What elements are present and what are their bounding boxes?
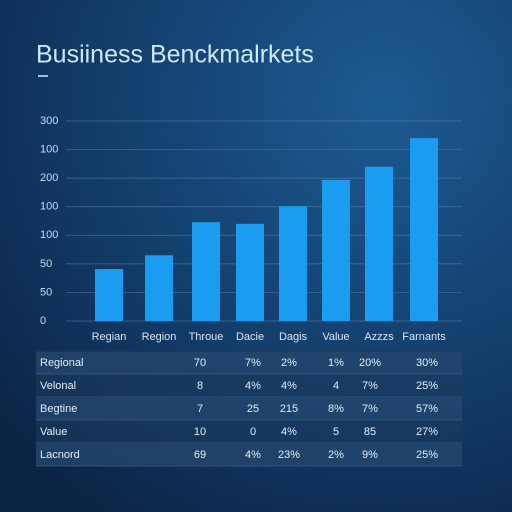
x-tick-label: Region	[142, 331, 177, 343]
bar	[95, 269, 123, 321]
table-row-bg	[36, 444, 462, 466]
y-tick-label: 50	[40, 258, 52, 270]
table-cell: 7%	[245, 357, 261, 369]
table-cell: 25%	[416, 380, 438, 392]
table-cell: 0	[250, 426, 256, 438]
table-cell: 25%	[416, 449, 438, 461]
x-tick-label: Regian	[92, 331, 127, 343]
y-tick-label: 0	[40, 315, 46, 327]
row-label: Value	[40, 426, 67, 438]
table-cell: 23%	[278, 449, 300, 461]
table-row-bg	[36, 352, 462, 374]
y-tick-label: 100	[40, 229, 58, 241]
bar	[322, 179, 350, 321]
table-cell: 4%	[281, 426, 297, 438]
chart-title: Busiiness Benckmalrkets	[36, 41, 314, 69]
bar	[192, 222, 220, 321]
table-cell: 8	[197, 380, 203, 392]
table-cell: 4	[333, 380, 339, 392]
y-tick-label: 300	[40, 115, 58, 127]
bar	[145, 255, 173, 321]
y-tick-label: 100	[40, 143, 58, 155]
x-tick-label: Azzzs	[364, 331, 394, 343]
table-cell: 2%	[281, 357, 297, 369]
row-label: Begtine	[40, 403, 77, 415]
table-cell: 7	[197, 403, 203, 415]
table-cell: 30%	[416, 357, 438, 369]
table-cell: 4%	[245, 449, 261, 461]
y-tick-label: 50	[40, 286, 52, 298]
row-label: Regional	[40, 357, 83, 369]
table-cell: 1%	[328, 357, 344, 369]
table-cell: 8%	[328, 403, 344, 415]
row-label: Lacnord	[40, 449, 80, 461]
y-tick-label: 200	[40, 172, 58, 184]
bar	[365, 166, 393, 321]
table-cell: 5	[333, 426, 339, 438]
table-row-bg	[36, 398, 462, 420]
table-cell: 9%	[362, 449, 378, 461]
bar	[279, 206, 307, 321]
bar	[410, 138, 438, 321]
table-cell: 4%	[281, 380, 297, 392]
x-tick-label: Throue	[189, 331, 224, 343]
table-cell: 4%	[245, 380, 261, 392]
y-tick-label: 100	[40, 201, 58, 213]
table-cell: 70	[194, 357, 206, 369]
table-cell: 85	[364, 426, 376, 438]
x-tick-label: Farnants	[402, 331, 446, 343]
row-label: Velonal	[40, 380, 76, 392]
table-cell: 69	[194, 449, 206, 461]
table-cell: 10	[194, 426, 206, 438]
x-tick-label: Value	[322, 331, 349, 343]
table-cell: 20%	[359, 357, 381, 369]
table-cell: 7%	[362, 380, 378, 392]
table-cell: 2%	[328, 449, 344, 461]
table-cell: 25	[247, 403, 259, 415]
table-cell: 27%	[416, 426, 438, 438]
bar	[236, 223, 264, 321]
x-tick-label: Dagis	[279, 331, 308, 343]
table-cell: 215	[280, 403, 298, 415]
table-cell: 57%	[416, 403, 438, 415]
table-cell: 7%	[362, 403, 378, 415]
x-tick-label: Dacie	[236, 331, 264, 343]
